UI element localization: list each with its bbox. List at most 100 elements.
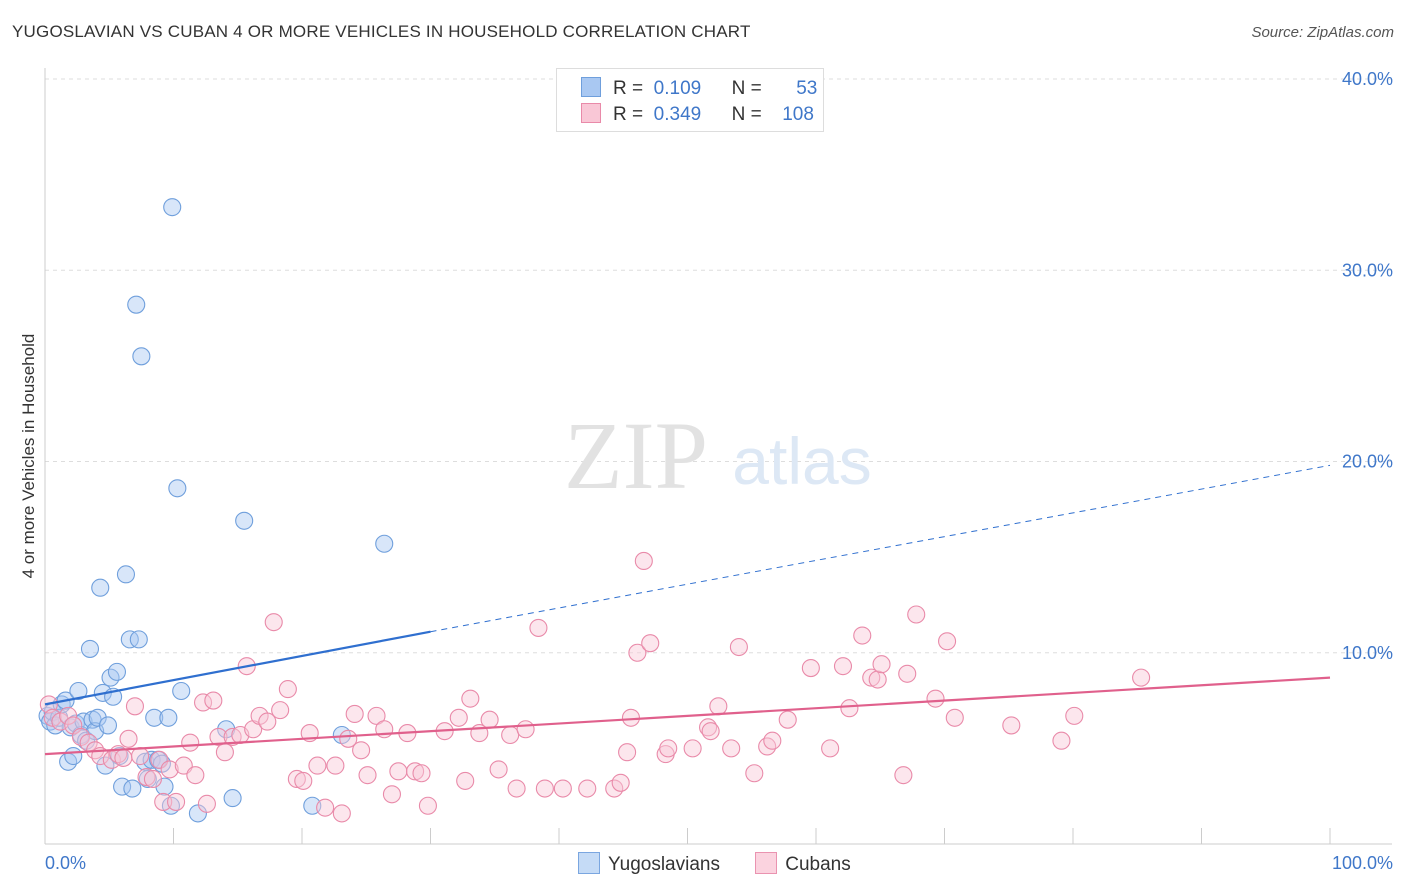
trend-line-yugoslavians bbox=[44, 630, 431, 706]
data-point bbox=[382, 785, 402, 804]
trend-lines bbox=[44, 464, 1331, 756]
data-point bbox=[412, 764, 431, 783]
x-tick-label: 100.0% bbox=[1332, 853, 1393, 873]
data-point bbox=[145, 708, 164, 727]
data-point bbox=[840, 699, 859, 718]
x-tick-label: 0.0% bbox=[45, 853, 86, 873]
grid-lines bbox=[45, 78, 1392, 654]
legend-row-yugoslavians: R = 0.109 N = 53 bbox=[581, 77, 817, 101]
data-point bbox=[66, 714, 85, 733]
data-point bbox=[763, 731, 782, 750]
source-label: Source: ZipAtlas.com bbox=[1251, 24, 1394, 41]
data-point bbox=[634, 551, 653, 571]
data-point bbox=[69, 681, 88, 701]
data-point bbox=[129, 630, 148, 649]
data-point bbox=[1052, 731, 1071, 750]
data-point bbox=[375, 534, 394, 553]
trend-line-cubans bbox=[44, 676, 1331, 756]
data-point bbox=[945, 708, 964, 727]
data-point bbox=[271, 701, 290, 720]
data-point bbox=[64, 746, 83, 766]
legend-swatch-yugoslavians bbox=[578, 852, 600, 874]
data-point bbox=[352, 741, 371, 760]
data-point bbox=[729, 637, 748, 657]
data-point bbox=[701, 722, 720, 741]
data-point bbox=[119, 729, 138, 748]
y-axis-title: 4 or more Vehicles in Household bbox=[19, 334, 38, 579]
data-point bbox=[461, 689, 480, 708]
data-point bbox=[1002, 716, 1021, 735]
n-label: N = bbox=[731, 78, 762, 99]
data-point bbox=[907, 605, 926, 624]
r-value: 0.349 bbox=[653, 104, 702, 125]
n-value: 108 bbox=[782, 104, 814, 125]
data-point bbox=[449, 708, 468, 727]
data-points bbox=[38, 198, 1151, 823]
data-point bbox=[898, 664, 917, 683]
legend-label: Cubans bbox=[785, 854, 851, 875]
data-point bbox=[123, 779, 142, 798]
data-point bbox=[278, 680, 297, 699]
trend-line-yugoslavians-extension bbox=[430, 464, 1331, 633]
data-point bbox=[507, 779, 526, 798]
data-point bbox=[683, 739, 702, 758]
series-legend: Yugoslavians Cubans bbox=[578, 852, 881, 876]
data-point bbox=[501, 725, 520, 745]
data-point bbox=[332, 804, 351, 823]
data-point bbox=[88, 708, 107, 727]
series-yugoslavians bbox=[38, 198, 394, 823]
data-point bbox=[107, 662, 127, 681]
y-tick-label: 10.0% bbox=[1342, 643, 1393, 663]
data-point bbox=[529, 618, 548, 637]
watermark-atlas: atlas bbox=[732, 424, 871, 498]
data-point bbox=[167, 792, 186, 811]
data-point bbox=[872, 655, 891, 674]
data-point bbox=[294, 771, 313, 790]
data-point bbox=[316, 798, 335, 817]
legend-item-yugoslavians: Yugoslavians bbox=[578, 852, 720, 876]
n-label: N = bbox=[731, 104, 762, 125]
data-point bbox=[758, 737, 777, 756]
data-point bbox=[204, 691, 223, 710]
data-point bbox=[98, 716, 118, 735]
data-point bbox=[389, 762, 408, 781]
data-point bbox=[172, 681, 191, 701]
data-point bbox=[326, 756, 345, 775]
data-point bbox=[480, 710, 499, 729]
data-point bbox=[745, 764, 764, 783]
data-point bbox=[1065, 706, 1084, 725]
data-point bbox=[862, 668, 881, 687]
data-point bbox=[132, 347, 151, 366]
data-point bbox=[611, 773, 630, 792]
legend-label: Yugoslavians bbox=[608, 854, 720, 875]
n-value: 53 bbox=[796, 78, 818, 99]
r-value: 0.109 bbox=[653, 78, 702, 99]
chart-title: YUGOSLAVIAN VS CUBAN 4 OR MORE VEHICLES … bbox=[12, 22, 751, 41]
data-point bbox=[163, 198, 182, 217]
watermark-zip: ZIP bbox=[564, 402, 708, 509]
data-point bbox=[197, 794, 216, 813]
watermark: ZIP atlas bbox=[564, 402, 872, 509]
data-point bbox=[516, 720, 535, 739]
data-point bbox=[801, 658, 820, 678]
r-label: R = bbox=[613, 78, 644, 99]
data-point bbox=[181, 733, 200, 752]
data-point bbox=[659, 739, 678, 758]
data-point bbox=[641, 634, 660, 653]
legend-swatch-cubans bbox=[581, 103, 601, 123]
data-point bbox=[853, 626, 872, 645]
data-point bbox=[287, 769, 306, 789]
data-point bbox=[223, 727, 242, 746]
data-point bbox=[833, 657, 853, 676]
legend-swatch-cubans bbox=[755, 852, 778, 874]
data-point bbox=[778, 710, 797, 729]
data-point bbox=[91, 578, 110, 597]
data-point bbox=[722, 739, 741, 758]
data-point bbox=[160, 760, 179, 779]
data-point bbox=[188, 804, 207, 823]
data-point bbox=[159, 708, 178, 727]
data-point bbox=[235, 511, 254, 530]
data-point bbox=[578, 779, 597, 798]
data-point bbox=[142, 750, 161, 769]
